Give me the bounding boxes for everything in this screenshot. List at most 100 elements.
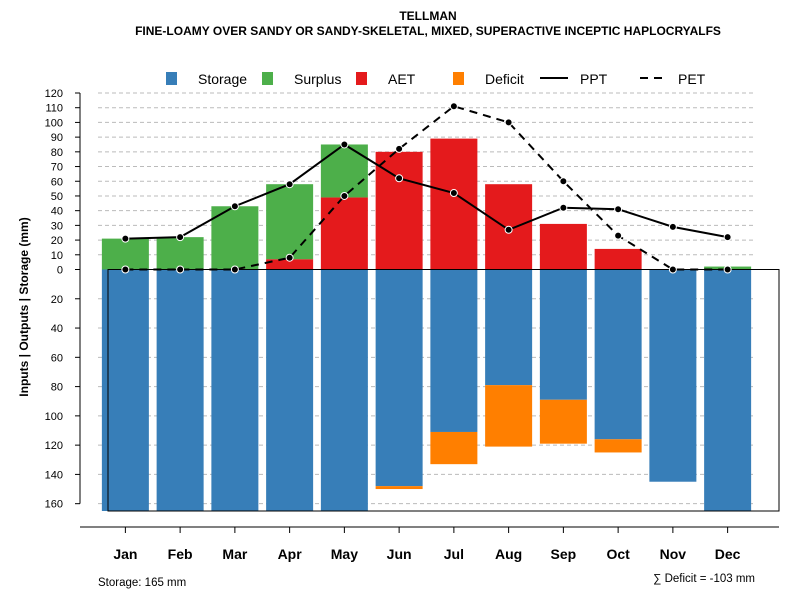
x-tick-label-may: May bbox=[331, 546, 358, 562]
x-tick-label-aug: Aug bbox=[495, 546, 522, 562]
legend-swatch-aet bbox=[356, 72, 367, 85]
y-tick-label-bottom-3: 80 bbox=[51, 382, 63, 394]
deficit-bar-sep bbox=[539, 399, 587, 444]
x-tick-label-jul: Jul bbox=[444, 546, 464, 562]
y-axis-label: Inputs | Outputs | Storage (mm) bbox=[17, 217, 31, 396]
ppt-point-apr bbox=[285, 180, 294, 189]
surplus-bar-may bbox=[320, 144, 368, 198]
y-tick-label-top-7: 70 bbox=[51, 162, 63, 174]
deficit-footer: ∑ Deficit = -103 mm bbox=[653, 573, 755, 585]
ppt-point-nov bbox=[668, 222, 677, 231]
ppt-line bbox=[125, 143, 728, 240]
x-tick-label-sep: Sep bbox=[551, 546, 577, 562]
x-axis: Jan Feb Mar Apr May Jun Jul Aug Sep Oct Nov Dec bbox=[80, 526, 779, 562]
y-tick-label-top-5: 50 bbox=[51, 191, 63, 203]
storage-bar-may bbox=[320, 269, 368, 511]
storage-bar-apr bbox=[266, 269, 314, 511]
legend-label-aet: AET bbox=[388, 71, 416, 87]
legend-label-storage: Storage bbox=[198, 71, 247, 87]
aet-bar-jun bbox=[375, 151, 423, 270]
pet-point-feb bbox=[176, 265, 185, 274]
storage-bar-dec bbox=[704, 269, 752, 511]
y-tick-label-top-0: 0 bbox=[57, 265, 63, 277]
ppt-point-sep bbox=[559, 203, 568, 212]
legend-swatch-deficit bbox=[453, 72, 464, 85]
ppt-point-jan bbox=[121, 234, 130, 243]
surplus-bar-apr bbox=[266, 184, 314, 260]
ppt-point-jun bbox=[395, 174, 404, 183]
y-tick-label-bottom-0: 20 bbox=[51, 294, 63, 306]
y-tick-label-top-2: 20 bbox=[51, 235, 63, 247]
deficit-bar-aug bbox=[485, 385, 533, 447]
legend-swatch-surplus bbox=[262, 72, 273, 85]
y-tick-label-bottom-1: 40 bbox=[51, 323, 63, 335]
storage-bar-feb bbox=[156, 269, 204, 511]
legend-label-ppt: PPT bbox=[580, 71, 608, 87]
storage-bar-sep bbox=[539, 269, 587, 400]
ppt-point-may bbox=[340, 140, 349, 149]
pet-point-sep bbox=[559, 177, 568, 186]
legend: Storage Surplus AET Deficit PPT PET bbox=[166, 71, 706, 87]
x-tick-label-jun: Jun bbox=[387, 546, 412, 562]
storage-footer: Storage: 165 mm bbox=[98, 577, 186, 589]
y-tick-label-bottom-4: 100 bbox=[45, 411, 63, 423]
legend-swatch-storage bbox=[166, 72, 177, 85]
pet-point-mar bbox=[230, 265, 239, 274]
x-tick-label-dec: Dec bbox=[715, 546, 741, 562]
ppt-point-feb bbox=[176, 233, 185, 242]
series-lines bbox=[121, 102, 732, 274]
legend-label-surplus: Surplus bbox=[294, 71, 341, 87]
ppt-point-dec bbox=[723, 233, 732, 242]
aet-bar-oct bbox=[594, 248, 642, 270]
y-tick-label-top-9: 90 bbox=[51, 132, 63, 144]
aet-bar-sep bbox=[539, 223, 587, 270]
y-tick-label-bottom-2: 60 bbox=[51, 352, 63, 364]
x-tick-label-apr: Apr bbox=[278, 546, 303, 562]
x-tick-label-mar: Mar bbox=[222, 546, 247, 562]
y-tick-label-top-3: 30 bbox=[51, 220, 63, 232]
pet-line bbox=[125, 105, 728, 271]
legend-label-deficit: Deficit bbox=[485, 71, 524, 87]
y-tick-label-top-4: 40 bbox=[51, 206, 63, 218]
x-tick-label-oct: Oct bbox=[606, 546, 630, 562]
storage-bar-jul bbox=[430, 269, 478, 432]
surplus-bar-jan bbox=[101, 238, 149, 270]
storage-bar-oct bbox=[594, 269, 642, 440]
pet-point-nov bbox=[668, 265, 677, 274]
deficit-bar-jun bbox=[375, 486, 423, 490]
pet-point-jan bbox=[121, 265, 130, 274]
pet-point-dec bbox=[723, 265, 732, 274]
legend-label-pet: PET bbox=[678, 71, 706, 87]
x-tick-label-jan: Jan bbox=[113, 546, 137, 562]
pet-point-jul bbox=[449, 102, 458, 111]
y-axis: 0 10 20 30 40 50 60 70 80 90 100 110 120 20 40 60 80 100 1… bbox=[45, 88, 81, 511]
aet-bar-apr bbox=[266, 259, 314, 270]
pet-point-apr bbox=[285, 253, 294, 262]
ppt-point-aug bbox=[504, 225, 513, 234]
pet-point-aug bbox=[504, 118, 513, 127]
storage-bar-jan bbox=[101, 269, 149, 511]
aet-bar-may bbox=[320, 197, 368, 270]
y-tick-label-top-10: 100 bbox=[45, 117, 63, 129]
y-tick-label-top-6: 60 bbox=[51, 176, 63, 188]
pet-point-may bbox=[340, 191, 349, 200]
ppt-point-oct bbox=[614, 205, 623, 214]
storage-bar-aug bbox=[485, 269, 533, 386]
storage-bar-mar bbox=[211, 269, 259, 511]
y-tick-label-top-1: 10 bbox=[51, 250, 63, 262]
chart-subtitle: FINE-LOAMY OVER SANDY OR SANDY-SKELETAL,… bbox=[135, 24, 721, 38]
storage-bar-nov bbox=[649, 269, 697, 482]
x-tick-label-nov: Nov bbox=[660, 546, 687, 562]
pet-point-oct bbox=[614, 231, 623, 240]
x-tick-label-feb: Feb bbox=[168, 546, 193, 562]
grid bbox=[98, 92, 755, 505]
bars bbox=[101, 138, 780, 512]
deficit-bar-jul bbox=[430, 431, 478, 465]
deficit-bar-oct bbox=[594, 439, 642, 453]
y-tick-label-top-12: 120 bbox=[45, 88, 63, 100]
y-tick-label-top-11: 110 bbox=[45, 103, 63, 115]
y-tick-label-bottom-5: 120 bbox=[45, 440, 63, 452]
y-tick-label-bottom-6: 140 bbox=[45, 469, 63, 481]
y-tick-label-top-8: 80 bbox=[51, 147, 63, 159]
